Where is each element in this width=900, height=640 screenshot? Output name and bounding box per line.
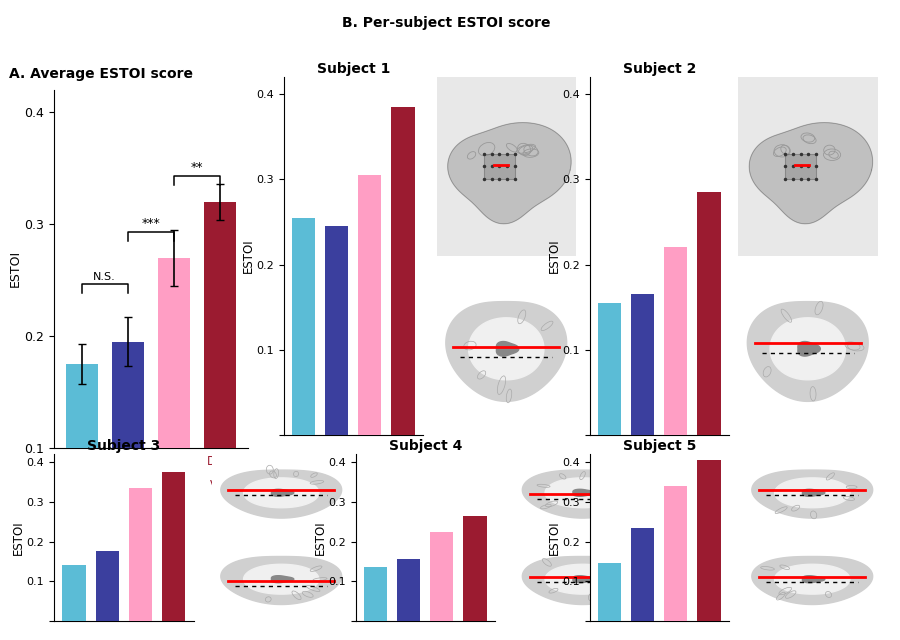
Text: Lin: Lin <box>119 454 137 468</box>
Bar <box>631 528 654 621</box>
Polygon shape <box>775 564 850 594</box>
Bar <box>430 532 454 621</box>
Bar <box>292 218 315 435</box>
Polygon shape <box>573 576 595 582</box>
Polygon shape <box>803 576 824 582</box>
Polygon shape <box>220 557 342 605</box>
Text: ***: *** <box>141 216 160 230</box>
Polygon shape <box>244 564 319 594</box>
Polygon shape <box>752 470 873 518</box>
Polygon shape <box>446 301 567 401</box>
Polygon shape <box>220 470 342 518</box>
Polygon shape <box>545 564 620 594</box>
Bar <box>62 565 86 621</box>
Text: A. Average ESTOI score: A. Average ESTOI score <box>9 67 193 81</box>
Polygon shape <box>798 342 820 356</box>
Bar <box>464 516 487 621</box>
Bar <box>162 472 185 621</box>
Text: DNN: DNN <box>160 454 187 468</box>
Title: Subject 5: Subject 5 <box>623 439 696 453</box>
Polygon shape <box>272 576 293 582</box>
Polygon shape <box>469 318 544 380</box>
Bar <box>325 226 348 435</box>
Bar <box>631 294 654 435</box>
Polygon shape <box>272 490 293 496</box>
Bar <box>66 364 98 560</box>
Y-axis label: ESTOI: ESTOI <box>547 520 561 555</box>
Title: Subject 3: Subject 3 <box>87 439 160 453</box>
Polygon shape <box>747 301 868 401</box>
Text: ASpec: ASpec <box>156 479 192 492</box>
Bar <box>129 488 152 621</box>
Y-axis label: ESTOI: ESTOI <box>9 250 22 287</box>
Polygon shape <box>750 123 872 224</box>
Bar <box>786 154 816 179</box>
Polygon shape <box>545 478 620 508</box>
Text: B. Per-subject ESTOI score: B. Per-subject ESTOI score <box>342 16 551 30</box>
Y-axis label: ESTOI: ESTOI <box>241 239 255 273</box>
Bar <box>392 107 415 435</box>
Text: **: ** <box>191 161 203 173</box>
Bar <box>112 342 144 560</box>
Bar <box>397 559 420 621</box>
Title: Subject 2: Subject 2 <box>623 61 696 76</box>
Title: Subject 4: Subject 4 <box>389 439 462 453</box>
Polygon shape <box>775 478 850 508</box>
Bar <box>364 567 387 621</box>
Polygon shape <box>770 318 845 380</box>
Text: Voc: Voc <box>117 479 138 492</box>
Bar <box>598 303 621 435</box>
Polygon shape <box>522 557 644 605</box>
Text: ASpec: ASpec <box>63 479 100 492</box>
Text: N.S.: N.S. <box>94 272 116 282</box>
Bar <box>698 460 721 621</box>
Bar <box>664 248 688 435</box>
Y-axis label: ESTOI: ESTOI <box>12 520 25 555</box>
Bar <box>484 154 515 179</box>
Bar <box>664 486 688 621</box>
Polygon shape <box>448 123 571 224</box>
Text: Voc: Voc <box>210 479 230 492</box>
Bar <box>158 257 190 560</box>
Bar <box>95 552 119 621</box>
Bar <box>598 563 621 621</box>
Polygon shape <box>497 342 518 356</box>
Bar <box>698 192 721 435</box>
Polygon shape <box>522 470 644 518</box>
Bar <box>358 175 382 435</box>
Text: Lin: Lin <box>73 454 90 468</box>
Polygon shape <box>803 490 824 496</box>
Polygon shape <box>752 557 873 605</box>
Text: DNN: DNN <box>206 454 233 468</box>
Polygon shape <box>573 490 595 496</box>
Title: Subject 1: Subject 1 <box>317 61 390 76</box>
Bar <box>203 202 236 560</box>
Y-axis label: ESTOI: ESTOI <box>547 239 561 273</box>
Polygon shape <box>244 478 319 508</box>
Y-axis label: ESTOI: ESTOI <box>313 520 327 555</box>
